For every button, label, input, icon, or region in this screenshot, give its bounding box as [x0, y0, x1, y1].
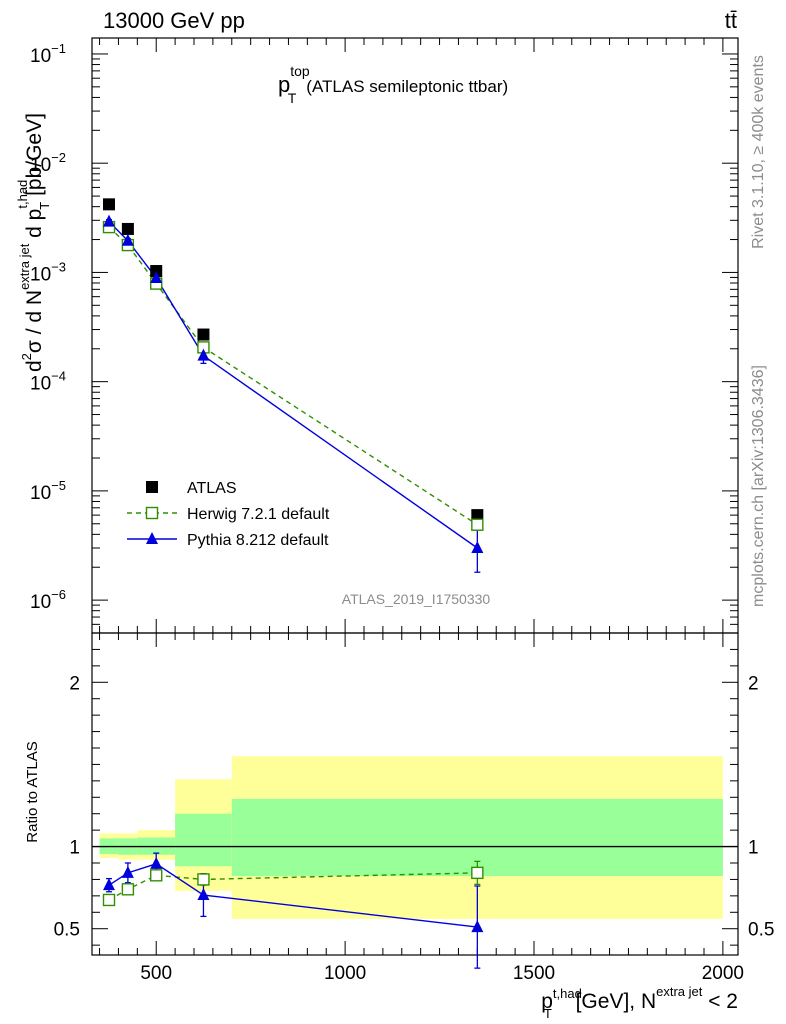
ratio-y-label: Ratio to ATLAS — [24, 741, 41, 842]
y-axis-title-p1: 2 — [19, 353, 34, 360]
marker-ratio-pythia-2 — [150, 856, 163, 869]
y-tick-label-2: 10−4 — [30, 369, 66, 395]
marker-ratio-herwig-0 — [102, 893, 116, 907]
marker-main-pythia-4 — [471, 541, 484, 554]
energy-label: 13000 GeV pp — [103, 8, 245, 33]
y-tick-label-4: 10−2 — [30, 150, 66, 176]
y-axis-title-p7: [pb/GeV] — [23, 113, 46, 202]
r-tick-label-left-2: 2 — [69, 673, 80, 694]
y-axis-title-p2: σ / d N — [23, 290, 46, 353]
marker-ratio-pythia-0 — [103, 878, 115, 891]
legend-marker-herwig — [145, 506, 159, 520]
legend: ATLAS Herwig 7.2.1 default Pythia 8.212 de… — [127, 480, 330, 549]
ratio-bands — [92, 756, 738, 919]
marker-main-data-0 — [103, 198, 115, 211]
x-tick-label-2: 1500 — [513, 963, 555, 984]
marker-main-data-4 — [471, 509, 484, 522]
marker-main-pythia-1 — [121, 233, 134, 246]
y-tick-label-1: 10−5 — [30, 478, 66, 504]
marker-ratio-pythia-3 — [197, 888, 210, 901]
x-axis-title: pt,had T [GeV], Nextra jet < 2 — [541, 984, 738, 1021]
y-axis-title-p4: d p — [23, 209, 46, 244]
line-main-pythia — [108, 221, 478, 549]
marker-main-pythia-3 — [197, 348, 210, 361]
y-tick-label-3: 10−3 — [30, 259, 66, 285]
x-axis-title-p4: extra jet — [656, 984, 703, 999]
legend-label-herwig: Herwig 7.2.1 default — [187, 506, 330, 523]
title-sup: top — [290, 63, 310, 79]
x-tick-label-0: 500 — [140, 963, 172, 984]
r-tick-label-right-0: 0.5 — [748, 920, 774, 941]
ratio-frame — [91, 632, 739, 956]
y-axis-title-p0: d — [23, 360, 46, 372]
r-tick-label-left-0: 0.5 — [54, 920, 80, 941]
y-axis-title-p6: T — [37, 202, 52, 210]
y-axis-title-p3: extra jet — [17, 243, 32, 290]
analysis-id: ATLAS_2019_I1750330 — [342, 591, 491, 607]
r-tick-label-right-2: 2 — [748, 673, 759, 694]
legend-label-data: ATLAS — [187, 480, 237, 497]
title-main: p — [278, 72, 290, 97]
y-tick-label-0: 10−6 — [30, 587, 66, 613]
marker-ratio-pythia-4 — [471, 920, 484, 933]
legend-marker-data — [146, 481, 158, 493]
x-axis-title-p1: t,had — [553, 986, 582, 1001]
marker-ratio-pythia-1 — [121, 865, 134, 878]
marker-ratio-herwig-3 — [197, 873, 210, 886]
x-axis-title-p0: p — [541, 990, 553, 1013]
plot-title: ptop T (ATLAS semileptonic ttbar) — [278, 63, 508, 106]
mcplots-label: mcplots.cern.ch [arXiv:1306.3436] — [750, 365, 767, 607]
rivet-label: Rivet 3.1.10, ≥ 400k events — [750, 55, 767, 249]
x-tick-label-1: 1000 — [324, 963, 366, 984]
x-axis-title-p2: T — [544, 1006, 552, 1021]
y-axis-title-p5: t,had — [15, 180, 30, 209]
x-axis-title-p5: < 2 — [702, 990, 738, 1013]
marker-ratio-herwig-2 — [150, 869, 163, 882]
line-ratio-herwig — [108, 872, 478, 901]
title-rest: (ATLAS semileptonic ttbar) — [306, 77, 508, 96]
process-label: tt̄ — [725, 8, 737, 33]
r-tick-label-left-1: 1 — [69, 838, 80, 859]
axis-ticks: 500 1000 1500 2000 10−6 10−5 10−4 10−3 10−2 10−1 0… — [30, 38, 774, 984]
marker-main-data-1 — [121, 222, 134, 235]
axis-frames — [91, 37, 739, 956]
x-axis-title-p3: [GeV], N — [570, 990, 656, 1013]
marker-main-herwig-4 — [471, 518, 484, 531]
marker-main-pythia-2 — [150, 270, 163, 283]
marker-main-pythia-0 — [103, 214, 115, 227]
title-sub: T — [288, 90, 297, 106]
marker-ratio-herwig-1 — [121, 883, 135, 896]
legend-label-pythia: Pythia 8.212 default — [187, 532, 329, 549]
y-axis-title: d2σ / d Nextra jet d pt,had T [pb/GeV] — [15, 113, 52, 372]
y-tick-label-5: 10−1 — [30, 41, 66, 67]
band-stat-3 — [175, 813, 232, 867]
r-tick-label-right-1: 1 — [748, 838, 759, 859]
legend-marker-pythia — [146, 532, 158, 544]
marker-main-data-3 — [197, 328, 210, 341]
marker-ratio-herwig-4 — [471, 866, 484, 880]
line-main-herwig — [108, 226, 478, 526]
x-tick-label-3: 2000 — [702, 963, 744, 984]
data-markers — [102, 198, 484, 933]
